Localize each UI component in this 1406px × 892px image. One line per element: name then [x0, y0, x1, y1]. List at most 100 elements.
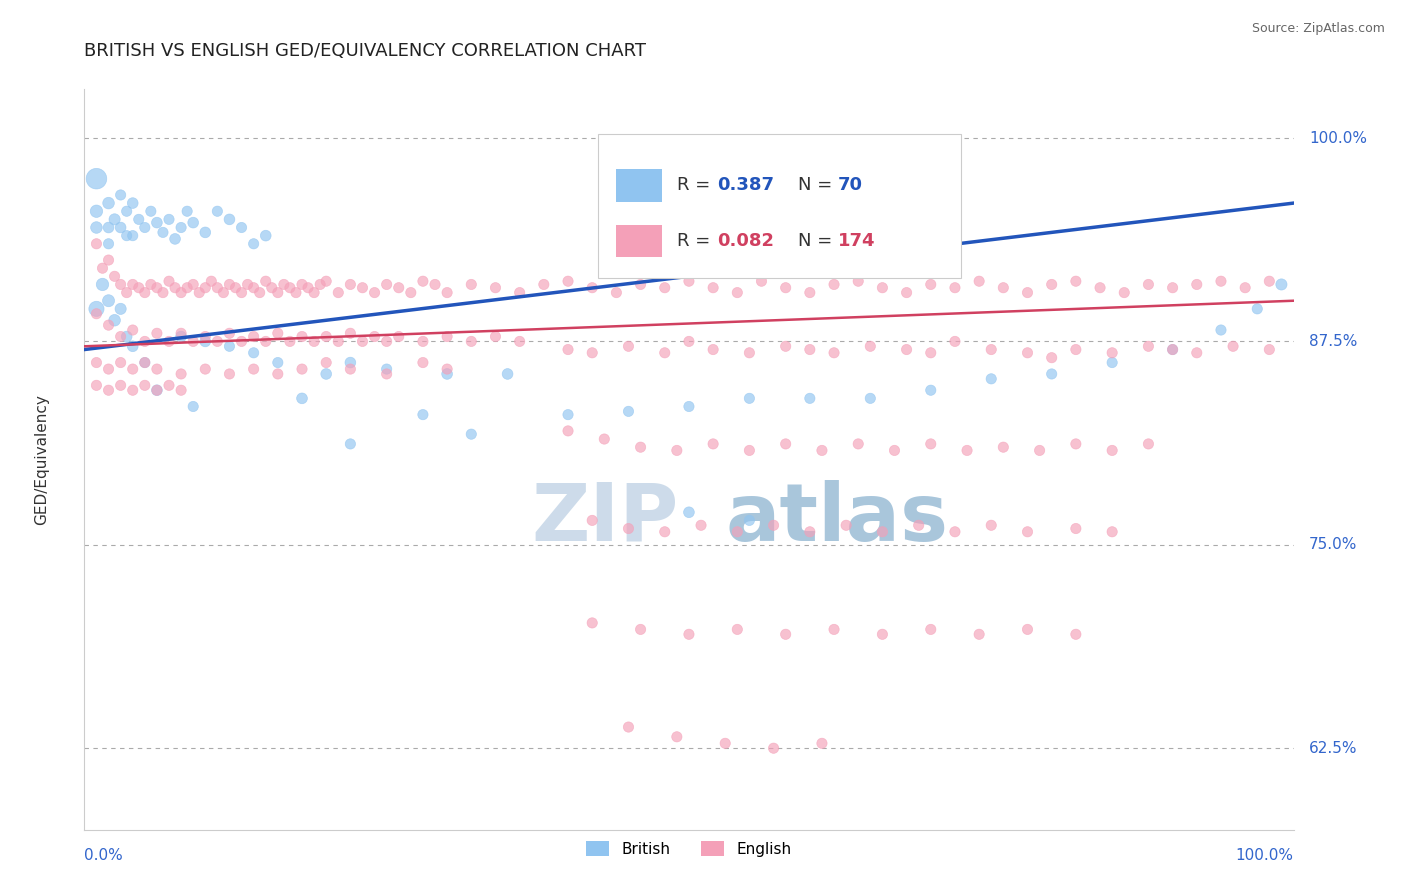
Point: [242, 346, 264, 360]
Point: [315, 367, 337, 381]
Point: [605, 285, 627, 300]
Point: [194, 281, 217, 295]
Point: [993, 440, 1015, 454]
Point: [86, 220, 108, 235]
Point: [1088, 281, 1111, 295]
Text: ZIP: ZIP: [531, 480, 679, 558]
Point: [291, 362, 314, 376]
Point: [980, 518, 1002, 533]
Text: 0.387: 0.387: [717, 177, 773, 194]
Point: [97, 236, 120, 251]
Point: [665, 730, 688, 744]
Point: [146, 383, 169, 397]
Point: [399, 285, 422, 300]
Point: [97, 383, 120, 397]
Text: 174: 174: [838, 232, 875, 250]
Point: [617, 339, 640, 353]
Point: [581, 346, 603, 360]
Point: [181, 216, 204, 230]
Point: [846, 437, 869, 451]
Point: [1040, 367, 1063, 381]
Point: [363, 285, 385, 300]
Point: [678, 400, 700, 414]
Point: [278, 334, 301, 349]
Point: [956, 443, 979, 458]
Point: [315, 274, 337, 288]
Point: [97, 362, 120, 376]
Point: [297, 281, 319, 295]
FancyBboxPatch shape: [616, 225, 662, 257]
Point: [872, 281, 894, 295]
Point: [436, 285, 458, 300]
Point: [1064, 437, 1087, 451]
Point: [412, 334, 434, 349]
Point: [1101, 355, 1123, 369]
Point: [846, 274, 869, 288]
Point: [86, 378, 108, 392]
Point: [811, 443, 834, 458]
Point: [907, 518, 929, 533]
Point: [104, 212, 127, 227]
Point: [194, 334, 217, 349]
Point: [139, 277, 162, 292]
Point: [249, 285, 271, 300]
Legend: British, English: British, English: [581, 834, 797, 863]
Point: [91, 261, 114, 276]
Point: [115, 204, 138, 219]
Point: [278, 281, 301, 295]
Point: [152, 285, 174, 300]
Point: [920, 383, 942, 397]
Point: [170, 326, 193, 341]
Point: [273, 277, 295, 292]
Text: R =: R =: [676, 232, 716, 250]
Point: [460, 427, 482, 442]
Text: 62.5%: 62.5%: [1309, 740, 1358, 756]
Point: [231, 220, 253, 235]
Point: [702, 437, 724, 451]
Point: [714, 736, 737, 750]
Point: [811, 736, 834, 750]
Point: [1137, 437, 1160, 451]
Point: [104, 269, 127, 284]
Point: [557, 274, 579, 288]
Point: [157, 212, 180, 227]
Point: [188, 285, 211, 300]
Point: [1040, 277, 1063, 292]
Text: 70: 70: [838, 177, 863, 194]
Text: 100.0%: 100.0%: [1236, 848, 1294, 863]
Point: [1161, 343, 1184, 357]
Point: [799, 392, 821, 406]
Point: [97, 196, 120, 211]
Point: [121, 323, 143, 337]
Point: [212, 285, 235, 300]
Point: [200, 274, 222, 288]
Point: [690, 518, 713, 533]
Point: [702, 281, 724, 295]
Point: [121, 196, 143, 211]
Point: [1246, 301, 1268, 316]
Point: [375, 362, 398, 376]
Point: [254, 334, 277, 349]
Point: [339, 277, 361, 292]
Point: [309, 277, 332, 292]
Point: [980, 343, 1002, 357]
Point: [738, 392, 761, 406]
Point: [1161, 343, 1184, 357]
Point: [738, 513, 761, 527]
Point: [823, 277, 845, 292]
Point: [1017, 524, 1039, 539]
Point: [593, 432, 616, 446]
Point: [375, 334, 398, 349]
Point: [496, 367, 519, 381]
Point: [86, 236, 108, 251]
Point: [1222, 339, 1244, 353]
Point: [557, 424, 579, 438]
Point: [315, 329, 337, 343]
Point: [165, 281, 187, 295]
Point: [423, 277, 446, 292]
Point: [388, 329, 411, 343]
Point: [775, 281, 797, 295]
Point: [225, 281, 247, 295]
Point: [1101, 524, 1123, 539]
Point: [1209, 274, 1232, 288]
